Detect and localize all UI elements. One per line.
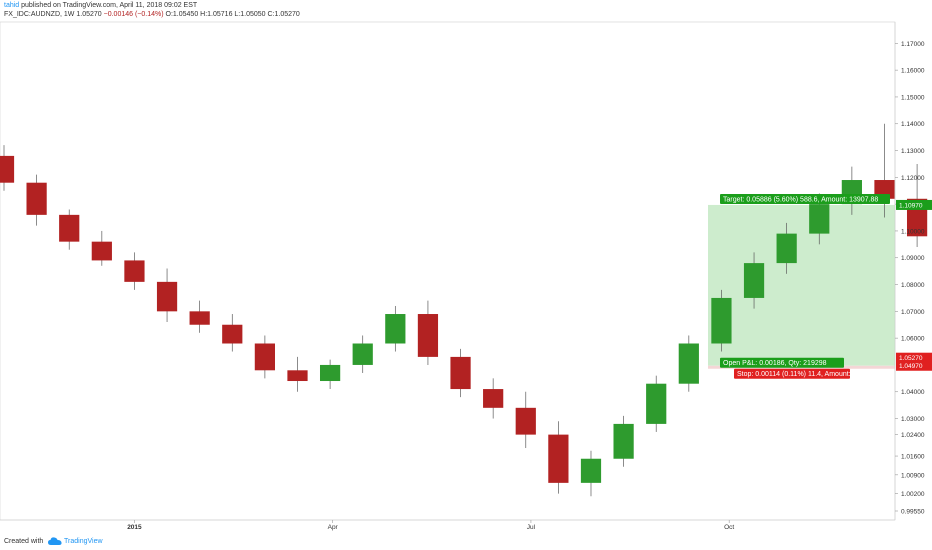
last-price-value: 1.05270 [76,11,102,18]
svg-text:Target: 0.05886 (5.60%) 588.6,: Target: 0.05886 (5.60%) 588.6, Amount: 1… [723,196,878,203]
candle-body [809,204,830,234]
last-price-badge-text: 1.05270 [899,355,923,362]
ohlc-values: O:1.05450 H:1.05716 L:1.05050 C:1.05270 [165,11,300,18]
candle-body [189,311,210,325]
candle-body [26,182,47,215]
price-axis[interactable]: 1.17000 1.16000 1.15000 1.14000 1.13000 1.120… [894,22,925,520]
candle-body [287,370,308,382]
change-value: −0.00146 (−0.14%) [103,11,164,18]
candle-body [385,314,406,344]
y-tick-label: 1.07000 [901,309,925,316]
y-tick-label: 1.16000 [901,68,925,75]
candle-body [613,423,634,459]
y-tick-label: 1.10000 [901,228,925,235]
published-info: published on TradingView.com, April 11, … [21,2,198,9]
author-name[interactable]: tahid [4,2,20,9]
x-tick-label: Apr [328,524,339,531]
candle-body [124,260,145,282]
candle-body [254,343,275,371]
entry-price-badge [896,360,932,371]
chart-header: tahid published on TradingView.com, Apri… [0,0,932,22]
candlestick-series [0,123,928,497]
time-axis[interactable]: 2015 Apr Jul Oct [0,519,895,531]
candle-body [91,241,112,261]
target-price-badge-text: 1.10970 [899,202,923,209]
candle-body [776,233,797,264]
candle-body [646,383,667,424]
candle-body [156,281,178,312]
y-tick-label: 1.17000 [901,41,925,48]
last-price-badge [896,352,932,363]
x-tick-label: 2015 [127,524,142,531]
y-tick-label: 1.12000 [901,175,925,182]
candle-body [222,324,243,344]
y-tick-label: 1.15000 [901,94,925,101]
candle-body [711,297,732,344]
y-tick-label: 1.00200 [901,491,925,498]
target-label[interactable]: Target: 0.05886 (5.60%) 588.6, Amount: 1… [720,193,890,204]
candle-body [548,434,569,483]
tradingview-cloud-icon [48,537,62,545]
y-tick-label: 1.03000 [901,416,925,423]
candle-body [0,155,15,183]
candle-body [450,356,471,390]
tradingview-brand[interactable]: TradingView [64,538,103,545]
y-tick-label: 1.00900 [901,472,925,479]
x-tick-label: Jul [527,524,536,531]
candle-body [319,364,341,382]
open-pnl-label[interactable]: Open P&L: 0.00186, Qty: 219298 [720,357,844,368]
svg-text:Open P&L: 0.00186, Qty: 219298: Open P&L: 0.00186, Qty: 219298 [723,360,827,367]
profit-zone[interactable] [708,204,895,366]
y-tick-label: 1.01600 [901,454,925,461]
candle-body [483,389,504,408]
entry-price-badge-text: 1.04970 [899,363,923,370]
candle-body [352,343,373,365]
symbol-label: FX_IDC:AUDNZD, 1W [4,11,75,18]
y-tick-label: 1.09000 [901,255,925,262]
candle-body [59,214,80,242]
y-tick-label: 1.02400 [901,432,925,439]
x-tick-label: Oct [724,524,734,531]
y-tick-label: 0.99550 [901,509,925,516]
y-tick-label: 1.13000 [901,148,925,155]
created-with-label: Created with [4,538,44,545]
candle-body [678,343,699,384]
y-tick-label: 1.04000 [901,389,925,396]
y-tick-label: 1.08000 [901,282,925,289]
y-tick-label: 1.14000 [901,121,925,128]
target-price-badge [896,199,932,210]
chart-footer: Created with TradingView [0,534,932,550]
candle-body [580,458,602,483]
candle-body [743,263,765,298]
candle-body [515,407,536,435]
y-tick-label: 1.06000 [901,336,925,343]
svg-text:Stop: 0.00114 (0.11%) 11.4, Am: Stop: 0.00114 (0.11%) 11.4, Amount: 750 [737,371,864,378]
stop-label[interactable]: Stop: 0.00114 (0.11%) 11.4, Amount: 750 [734,368,864,379]
candle-body [417,314,439,357]
